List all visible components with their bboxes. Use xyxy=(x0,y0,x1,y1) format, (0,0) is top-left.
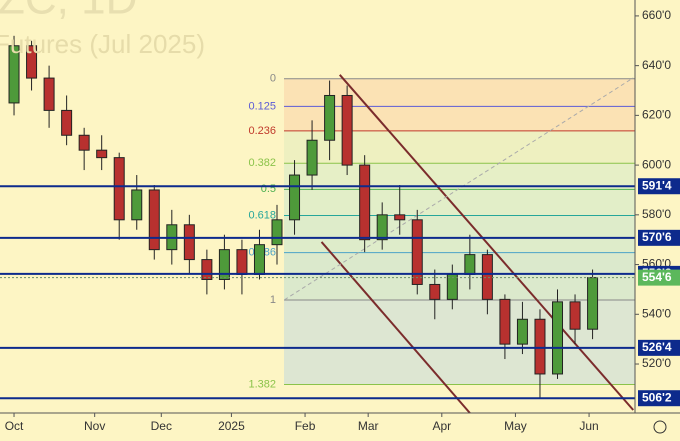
candle-body xyxy=(201,259,213,280)
fib-label: 0.125 xyxy=(248,100,276,112)
candle-body xyxy=(148,189,160,251)
candle-body xyxy=(481,254,493,300)
fib-band xyxy=(284,163,635,190)
y-tick-label: 660'0 xyxy=(642,8,671,22)
candle-body xyxy=(359,164,371,241)
candle-body xyxy=(324,94,336,141)
candle-body xyxy=(78,134,90,151)
chart-subtitle: Futures (Jul 2025) xyxy=(0,29,205,59)
candle-body xyxy=(394,214,406,221)
price-label: 554'6 xyxy=(642,270,672,284)
candle-body xyxy=(96,149,108,159)
price-label-box xyxy=(638,269,680,286)
candle-body xyxy=(236,249,248,276)
fib-band xyxy=(284,130,635,164)
fib-label: 1.382 xyxy=(248,378,276,390)
x-tick-label: Jun xyxy=(579,419,598,433)
x-tick-label: 2025 xyxy=(218,419,245,433)
candle-body xyxy=(341,94,353,166)
y-tick-label: 540'0 xyxy=(642,306,671,320)
price-label-box xyxy=(638,178,680,195)
price-label: 570'6 xyxy=(642,230,672,244)
price-label-box xyxy=(638,339,680,356)
y-tick-label: 640'0 xyxy=(642,58,671,72)
fib-label: 1 xyxy=(270,294,276,306)
candle-body xyxy=(61,109,73,136)
candle-body xyxy=(376,214,388,241)
candle-body xyxy=(271,219,283,246)
candle-body xyxy=(113,157,125,221)
candle-body xyxy=(411,219,423,285)
trend-line xyxy=(320,241,471,414)
candle-body xyxy=(253,244,265,276)
candle-body xyxy=(499,298,511,345)
candle-body xyxy=(43,77,55,111)
fib-label: 0.618 xyxy=(248,209,276,221)
trend-line xyxy=(284,77,634,301)
fib-label: 0.382 xyxy=(248,157,276,169)
price-label: 591'4 xyxy=(642,178,672,192)
candle-body xyxy=(429,283,441,300)
x-tick-label: Nov xyxy=(84,419,105,433)
candle-body xyxy=(534,318,546,375)
fib-band xyxy=(284,78,635,107)
y-tick-label: 520'0 xyxy=(642,356,671,370)
candle-body xyxy=(306,139,318,176)
y-tick-label: 600'0 xyxy=(642,157,671,171)
candle-body xyxy=(587,277,599,330)
fib-band xyxy=(284,215,635,253)
fib-label: 0.236 xyxy=(248,125,276,137)
price-label-box xyxy=(638,390,680,407)
candle-body xyxy=(464,254,476,276)
candle-body xyxy=(218,249,230,280)
x-tick-label: Oct xyxy=(5,419,24,433)
fib-label: 0.5 xyxy=(261,183,276,195)
x-tick-label: May xyxy=(504,419,527,433)
x-tick-label: Dec xyxy=(151,419,172,433)
y-tick-label: 580'0 xyxy=(642,207,671,221)
price-label: 526'4 xyxy=(642,340,672,354)
trend-line xyxy=(339,74,634,411)
price-label-box xyxy=(638,229,680,246)
candle-body xyxy=(131,189,143,221)
candle-body xyxy=(569,301,581,330)
price-label: 506'2 xyxy=(642,390,672,404)
candle-body xyxy=(26,45,38,79)
candle-body xyxy=(183,224,195,261)
x-tick-label: Mar xyxy=(358,419,379,433)
chart-title: ZC, 1D xyxy=(0,0,137,24)
candle-body xyxy=(8,45,20,104)
candle-body xyxy=(446,274,458,300)
candle-body xyxy=(516,318,528,345)
fib-label: 0 xyxy=(270,73,276,85)
candle-body xyxy=(552,301,564,375)
settings-button[interactable] xyxy=(653,420,667,434)
x-tick-label: Feb xyxy=(295,419,316,433)
y-tick-label: 620'0 xyxy=(642,108,671,122)
candle-body xyxy=(289,174,301,221)
fib-band xyxy=(284,252,635,300)
x-tick-label: Apr xyxy=(432,419,451,433)
fib-band xyxy=(284,299,635,385)
